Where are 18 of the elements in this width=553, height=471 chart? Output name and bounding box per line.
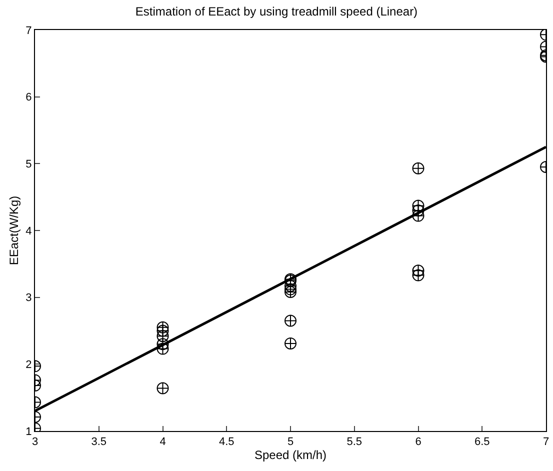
x-tick-label: 4 (160, 436, 166, 448)
x-tick-label: 3.5 (91, 436, 107, 448)
chart-title: Estimation of EEact by using treadmill speed (Linear) (135, 4, 418, 18)
y-axis-title: EEact(W/Kg) (6, 196, 21, 266)
x-tick-label: 5.5 (346, 436, 362, 448)
x-tick-label: 6.5 (474, 436, 490, 448)
x-axis-title: Speed (km/h) (254, 448, 327, 462)
y-tick-label: 5 (26, 158, 32, 171)
x-tick-label: 4.5 (218, 436, 234, 448)
y-tick-label: 4 (26, 225, 32, 238)
x-tick-label: 5 (287, 436, 294, 448)
y-tick-label: 2 (26, 359, 32, 372)
x-tick-label: 6 (415, 436, 422, 448)
x-tick-label: 7 (542, 436, 550, 448)
y-tick-label: 7 (26, 24, 32, 37)
y-tick-label: 1 (26, 426, 32, 438)
y-tick-label: 6 (26, 92, 32, 104)
y-tick-label: 3 (26, 292, 32, 304)
